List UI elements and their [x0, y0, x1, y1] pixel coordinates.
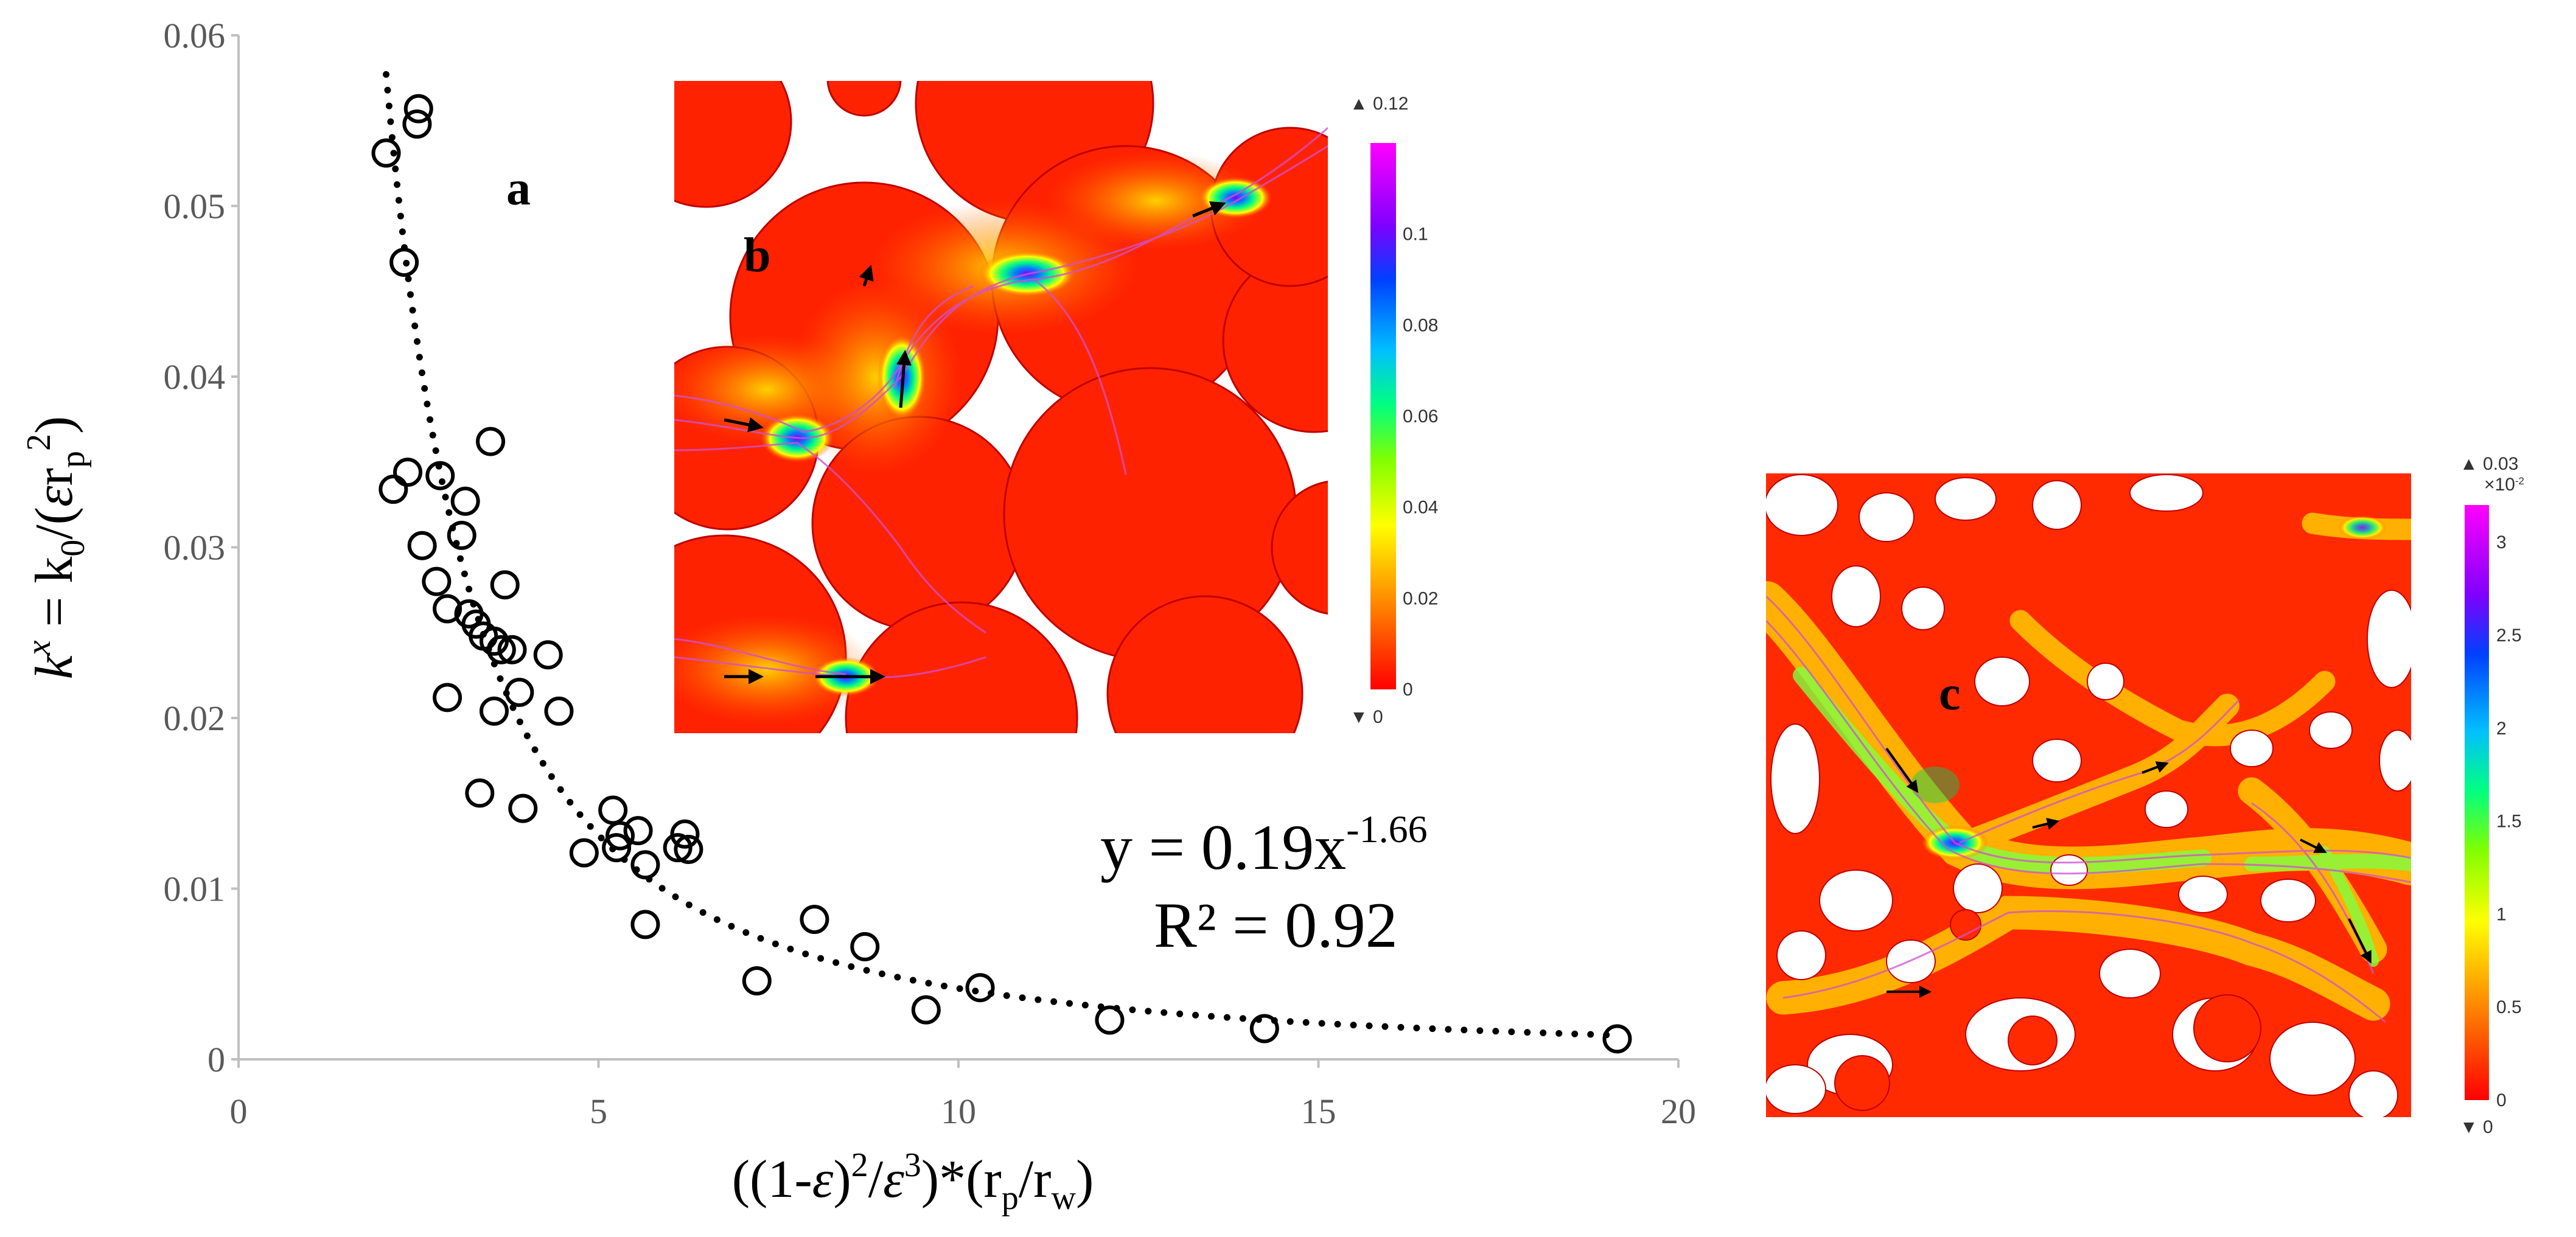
x-tick-labels: 0 5 10 15 20	[230, 1092, 1697, 1131]
x-tick-label: 20	[1661, 1092, 1696, 1131]
data-point	[623, 816, 653, 846]
data-point	[450, 486, 480, 516]
colorbar-tick-label: 0	[1403, 680, 1413, 700]
y-tick-label: 0.03	[164, 528, 226, 568]
data-point	[1602, 1024, 1632, 1054]
colorbar-b-min: ▼ 0	[1350, 707, 1383, 727]
data-point	[800, 904, 829, 934]
x-axis-label: ((1-ε)2/ε3)*(rp/rw)	[732, 1146, 1094, 1217]
y-tick-labels: 0 0.01 0.02 0.03 0.04 0.05 0.06	[164, 16, 226, 1079]
y-tick-label: 0.01	[164, 869, 226, 909]
data-point	[569, 838, 599, 868]
y-tick-label: 0.05	[164, 187, 226, 226]
colorbar-tick-label: 1.5	[2496, 812, 2522, 832]
y-tick-label: 0.06	[164, 16, 226, 55]
power-fit-trendline	[383, 71, 1624, 1039]
data-point	[479, 696, 509, 726]
colorbar-tick-label: 0.02	[1403, 588, 1438, 608]
x-tick-label: 0	[230, 1092, 248, 1131]
colorbar-tick-label: 0.1	[1403, 225, 1428, 245]
y-tick-label: 0	[208, 1040, 225, 1079]
colorbar-b-max: ▲ 0.12	[1350, 94, 1408, 114]
x-tick-marks	[237, 1059, 1680, 1068]
y-tick-label: 0.02	[164, 699, 226, 738]
y-tick-marks	[231, 34, 239, 1061]
data-point	[379, 475, 408, 504]
colorbar-tick-label: 1	[2496, 904, 2507, 924]
data-point	[447, 520, 476, 550]
scatter-chart: 0 0.01 0.02 0.03 0.04 0.05 0.06 0 5 10 15 20	[164, 16, 1697, 1131]
colorbar-tick-label: 2	[2496, 719, 2507, 739]
data-point	[504, 677, 534, 707]
data-point	[476, 427, 506, 456]
x-tick-label: 5	[590, 1092, 607, 1131]
data-point	[630, 850, 660, 880]
r-squared: R² = 0.92	[1154, 890, 1398, 961]
data-point	[663, 833, 693, 863]
panel-label-b: b	[744, 229, 771, 282]
data-point	[490, 570, 520, 600]
colorbar-c-scale: ×10-2	[2484, 475, 2524, 495]
data-point	[407, 531, 437, 560]
panel-label-c: c	[1939, 667, 1961, 720]
data-point	[598, 795, 628, 825]
colorbar-tick-label: 0	[2496, 1090, 2507, 1110]
data-point	[533, 640, 563, 670]
colorbar-c-max: ▲ 0.03	[2460, 454, 2518, 474]
colorbar-c-min: ▼ 0	[2460, 1117, 2493, 1137]
colorbar-b-ticks: 0.1 0.08 0.06 0.04 0.02 0	[1403, 225, 1438, 700]
data-point	[630, 910, 660, 939]
inset-b-velocity-field: b ▲ 0.12 ▼ 0 0.1 0.08 0.06 0.04 0.02 0	[674, 81, 1438, 733]
data-point	[393, 458, 423, 487]
data-point	[544, 696, 574, 726]
y-axis-label: kx = k0/(εrp2)	[20, 416, 92, 680]
colorbar-tick-label: 0.08	[1403, 315, 1438, 335]
data-point	[1095, 1005, 1125, 1035]
data-point	[965, 973, 995, 1003]
data-point	[674, 834, 703, 864]
data-point	[850, 932, 880, 961]
y-tick-label: 0.04	[164, 357, 226, 397]
data-point	[433, 683, 462, 713]
data-point	[486, 635, 516, 664]
colorbar-tick-label: 0.06	[1403, 406, 1438, 427]
data-point	[425, 461, 455, 490]
colorbar-tick-label: 2.5	[2496, 625, 2522, 646]
colorbar-tick-label: 3	[2496, 532, 2507, 552]
data-point	[508, 793, 538, 823]
colorbar-c	[2465, 505, 2489, 1100]
data-point	[605, 821, 635, 851]
data-point	[465, 778, 495, 808]
data-point	[402, 109, 432, 139]
data-point	[422, 566, 452, 596]
x-tick-label: 10	[941, 1092, 976, 1131]
fit-equation: y = 0.19x-1.66	[1100, 807, 1428, 883]
colorbar-tick-label: 0.04	[1403, 498, 1438, 518]
data-point	[371, 138, 401, 168]
inset-c-velocity-field: c ▲ 0.03 ×10-2 ▼ 0 3 2.5 2 1.5 1 0.5 0	[1766, 454, 2524, 1137]
data-point	[1249, 1014, 1279, 1044]
data-point	[403, 94, 433, 124]
x-tick-label: 15	[1301, 1092, 1336, 1131]
data-point	[670, 819, 700, 849]
data-point	[389, 248, 419, 277]
colorbar-c-ticks: 3 2.5 2 1.5 1 0.5 0	[2496, 532, 2522, 1110]
panel-label-a: a	[506, 162, 531, 215]
data-point	[479, 626, 509, 656]
data-point	[602, 833, 632, 863]
data-points	[371, 94, 1632, 1054]
data-point	[497, 635, 527, 664]
data-point	[911, 995, 941, 1025]
data-point	[742, 966, 772, 995]
colorbar-b	[1370, 143, 1396, 689]
data-point	[433, 594, 462, 624]
colorbar-tick-label: 0.5	[2496, 997, 2522, 1017]
